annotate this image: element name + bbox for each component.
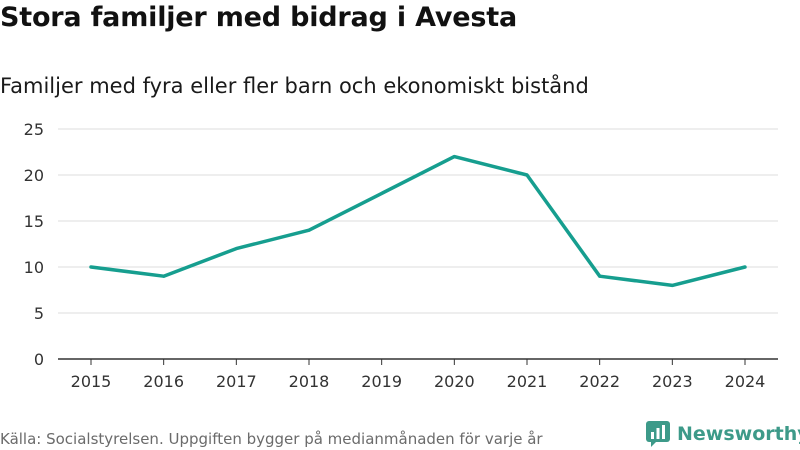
brand-name: Newsworthy (677, 423, 800, 445)
x-tick-label-2021: 2021 (507, 372, 548, 391)
data-point-2023 (670, 283, 674, 287)
data-point-2021 (525, 173, 529, 177)
x-tick-label-2016: 2016 (143, 372, 184, 391)
x-axis: 2015 2016 2017 2018 2019 2020 2021 2022 2023 2024 (58, 358, 778, 391)
data-point-2022 (598, 274, 602, 278)
y-tick-label-5: 5 (34, 304, 44, 323)
data-point-2024 (743, 265, 747, 269)
source-note: Källa: Socialstyrelsen. Uppgiften bygger… (0, 430, 543, 448)
y-tick-label-10: 10 (24, 258, 44, 277)
y-tick-label-20: 20 (24, 166, 44, 185)
grid-layer (58, 128, 778, 314)
series-line-0 (89, 154, 747, 288)
x-tick-label-2024: 2024 (725, 372, 766, 391)
series-layer (89, 154, 747, 288)
chart-title: Stora familjer med bidrag i Avesta (0, 2, 517, 33)
data-point-2015 (89, 265, 93, 269)
x-tick-label-2017: 2017 (216, 372, 257, 391)
data-point-2017 (234, 247, 238, 251)
chart-subtitle: Familjer med fyra eller fler barn och ek… (0, 74, 589, 98)
newsworthy-logo-icon (646, 421, 670, 447)
x-tick-label-2018: 2018 (289, 372, 330, 391)
x-tick-label-2022: 2022 (579, 372, 620, 391)
x-tick-label-2023: 2023 (652, 372, 693, 391)
x-tick-label-2020: 2020 (434, 372, 475, 391)
y-axis-labels: 0 5 10 15 20 25 (24, 120, 44, 369)
x-tick-label-2019: 2019 (361, 372, 402, 391)
data-point-2016 (162, 274, 166, 278)
newsworthy-logo: Newsworthy (645, 419, 800, 449)
x-tick-label-2015: 2015 (71, 372, 112, 391)
y-tick-label-25: 25 (24, 120, 44, 139)
y-tick-label-0: 0 (34, 350, 44, 369)
y-tick-label-15: 15 (24, 212, 44, 231)
data-point-2019 (380, 191, 384, 195)
data-point-2020 (452, 155, 456, 159)
data-point-2018 (307, 228, 311, 232)
